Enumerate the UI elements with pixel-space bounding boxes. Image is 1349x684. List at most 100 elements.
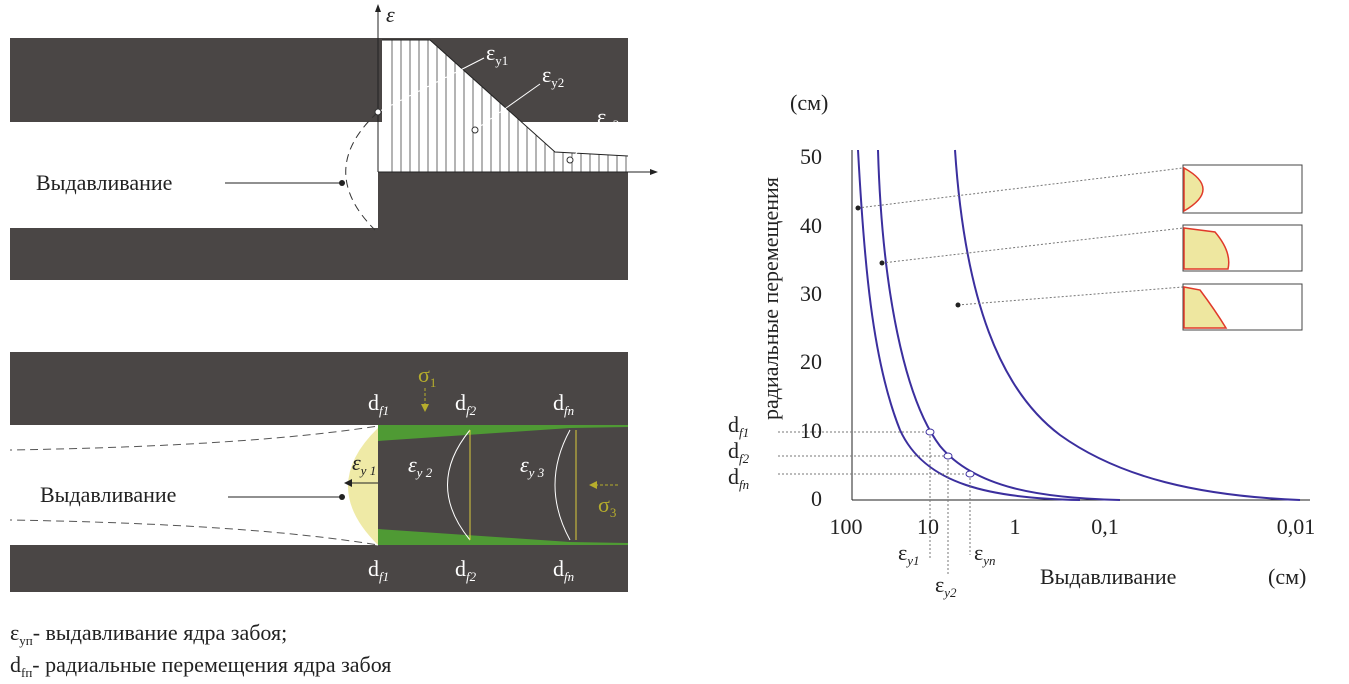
profile — [1183, 166, 1204, 213]
label-main: ε — [486, 40, 495, 65]
curve — [857, 149, 1081, 501]
label-sub: y2 — [942, 585, 957, 600]
strain-curve — [382, 39, 629, 157]
y-unit: (см) — [790, 90, 828, 115]
label-main: d — [455, 556, 466, 581]
label-main: d — [728, 412, 739, 437]
y-tick-label: 40 — [800, 213, 822, 238]
label-sub: f1 — [379, 403, 389, 418]
label-main: d — [455, 390, 466, 415]
label-sub: fп — [564, 403, 574, 418]
x-tick-label: 0,01 — [1277, 514, 1316, 539]
label: εy1 — [898, 540, 920, 568]
tunnel-wall — [10, 545, 628, 592]
dash — [9, 425, 379, 451]
y-tick-label: 10 — [800, 418, 822, 443]
label-sub: 3 — [610, 505, 617, 520]
label-sub: 1 — [430, 375, 437, 390]
label-main: σ — [598, 492, 610, 517]
point — [965, 470, 975, 478]
label-main: ε — [935, 572, 944, 597]
label-sub: f1 — [739, 425, 749, 440]
label: dfп — [553, 556, 574, 584]
label-main: d — [10, 652, 21, 677]
gap — [378, 529, 628, 545]
label: εy1 — [486, 40, 508, 68]
label-sub: y3 — [606, 117, 619, 132]
label: df2 — [455, 556, 477, 584]
legend-item: εуп- выдавливание ядра забоя; — [10, 620, 287, 648]
x-tick-label: 0,1 — [1091, 514, 1119, 539]
leader — [474, 83, 541, 131]
label-sub: f2 — [466, 569, 477, 584]
label-sub: fп — [21, 665, 32, 680]
label-sub: yп — [981, 553, 995, 568]
label: εy 3 — [520, 452, 545, 480]
label-sub: y 3 — [527, 465, 545, 480]
strain-area — [382, 40, 628, 172]
label-main: d — [368, 556, 379, 581]
y-tick-label: 20 — [800, 349, 822, 374]
curve — [954, 149, 1301, 501]
label: df1 — [728, 412, 749, 440]
label: dfп — [553, 390, 574, 418]
label-main: ε — [597, 104, 606, 129]
curve — [877, 149, 1121, 501]
label-sub: y 2 — [415, 465, 433, 480]
label-sub: y 1 — [359, 463, 377, 478]
caption: Выдавливание — [36, 170, 172, 195]
label-main: d — [728, 438, 739, 463]
label-main: σ — [418, 362, 430, 387]
label-sub: fп — [564, 569, 574, 584]
rock — [378, 172, 628, 280]
x-label: Выдавливание — [1040, 564, 1176, 589]
point — [855, 205, 861, 211]
core — [378, 425, 628, 545]
dash — [9, 425, 379, 451]
point — [339, 494, 345, 500]
legend-text: - выдавливание ядра забоя; — [33, 620, 288, 645]
label-main: ε — [408, 452, 417, 477]
tunnel-wall — [10, 352, 628, 425]
tunnel-wall — [10, 228, 378, 280]
label-sub: f2 — [739, 451, 750, 466]
point — [566, 156, 574, 164]
label-main: ε — [10, 620, 19, 645]
label-main: ε — [898, 540, 907, 565]
inset — [1182, 164, 1303, 331]
top-diagram: ε εy1 εy2 εy3 Выдавливание — [10, 2, 658, 280]
point — [925, 428, 935, 436]
x-tick-label: 1 — [1010, 514, 1021, 539]
guide — [881, 227, 1184, 264]
profile — [1183, 286, 1228, 329]
guide — [857, 167, 1184, 209]
label: εy2 — [935, 572, 957, 600]
chart: радиальные перемещения (см) Выдавливание… — [728, 90, 1315, 600]
label-sub: уп — [19, 633, 33, 648]
arc — [447, 429, 471, 541]
dash — [9, 519, 379, 546]
label-main: d — [728, 464, 739, 489]
dash — [9, 519, 379, 546]
arrow — [589, 481, 597, 489]
bulge — [345, 111, 379, 231]
stress: σ3 — [598, 492, 616, 520]
arc — [554, 429, 571, 541]
label: εy 2 — [408, 452, 433, 480]
label-main: ε — [520, 452, 529, 477]
point — [374, 108, 382, 116]
arrow — [421, 404, 429, 412]
point — [471, 126, 479, 134]
label-sub: fп — [739, 477, 749, 492]
label-sub: y2 — [551, 75, 564, 90]
label-main: d — [553, 390, 564, 415]
legend-text: - радиальные перемещения ядра забоя — [32, 652, 391, 677]
label: εyп — [974, 540, 996, 568]
x-tick-label: 100 — [830, 514, 863, 539]
tunnel-wall — [10, 38, 628, 122]
label-main: ε — [542, 62, 551, 87]
label: df1 — [368, 556, 389, 584]
